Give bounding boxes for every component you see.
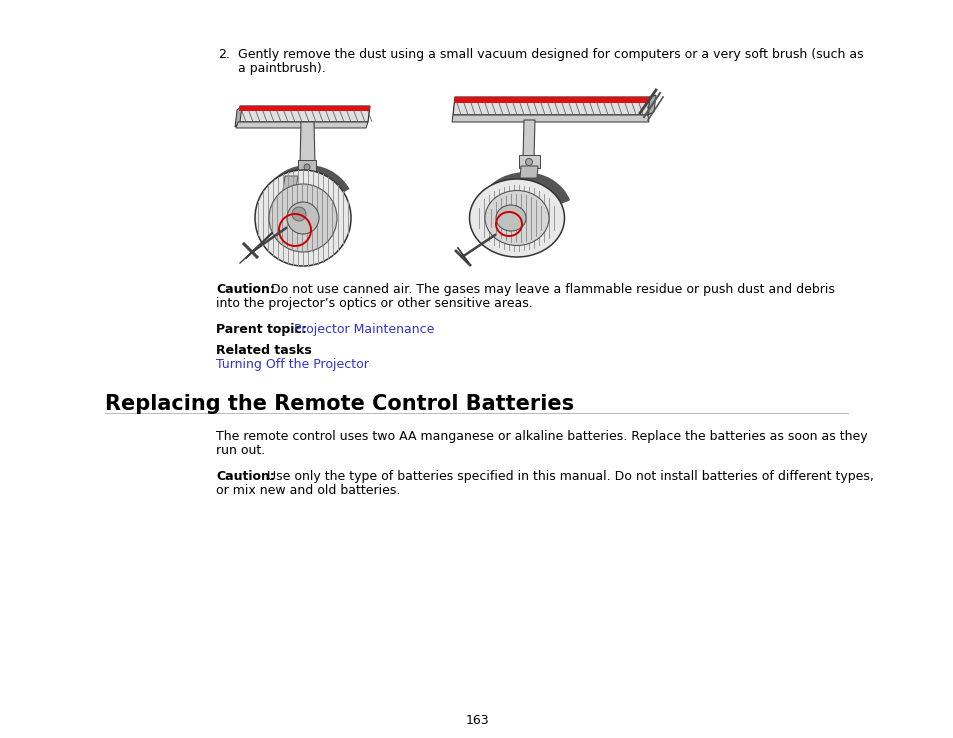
Text: Caution:: Caution: [215, 470, 274, 483]
Polygon shape [522, 120, 535, 158]
Polygon shape [239, 106, 370, 111]
Text: Gently remove the dust using a small vacuum designed for computers or a very sof: Gently remove the dust using a small vac… [237, 48, 862, 61]
Polygon shape [518, 155, 539, 168]
Text: Replacing the Remote Control Batteries: Replacing the Remote Control Batteries [105, 394, 574, 414]
Text: Related tasks: Related tasks [215, 344, 312, 357]
Circle shape [254, 170, 351, 266]
Polygon shape [454, 97, 649, 103]
Text: The remote control uses two AA manganese or alkaline batteries. Replace the batt: The remote control uses two AA manganese… [215, 430, 866, 443]
Text: Parent topic:: Parent topic: [215, 323, 307, 336]
Circle shape [287, 202, 318, 234]
Text: 163: 163 [465, 714, 488, 727]
Text: Caution:: Caution: [215, 283, 274, 296]
Polygon shape [299, 122, 314, 165]
Polygon shape [283, 176, 297, 190]
Polygon shape [519, 166, 537, 178]
Ellipse shape [469, 179, 564, 257]
Text: Projector Maintenance: Projector Maintenance [294, 323, 434, 336]
Ellipse shape [484, 190, 548, 246]
Text: a paintbrush).: a paintbrush). [237, 62, 325, 75]
Polygon shape [452, 115, 648, 122]
Polygon shape [647, 95, 656, 115]
Polygon shape [297, 160, 315, 175]
Text: run out.: run out. [215, 444, 265, 457]
Polygon shape [235, 122, 368, 128]
Text: or mix new and old batteries.: or mix new and old batteries. [215, 484, 400, 497]
Ellipse shape [496, 205, 525, 231]
Polygon shape [453, 97, 649, 115]
Polygon shape [234, 106, 242, 127]
Text: Do not use canned air. The gases may leave a flammable residue or push dust and : Do not use canned air. The gases may lea… [267, 283, 834, 296]
Polygon shape [237, 106, 370, 122]
Text: 2.: 2. [218, 48, 230, 61]
Text: into the projector’s optics or other sensitive areas.: into the projector’s optics or other sen… [215, 297, 532, 310]
Circle shape [292, 207, 306, 221]
Circle shape [525, 159, 532, 165]
Circle shape [304, 164, 310, 170]
Text: Turning Off the Projector: Turning Off the Projector [215, 358, 369, 371]
Circle shape [269, 184, 336, 252]
Text: Use only the type of batteries specified in this manual. Do not install batterie: Use only the type of batteries specified… [267, 470, 873, 483]
